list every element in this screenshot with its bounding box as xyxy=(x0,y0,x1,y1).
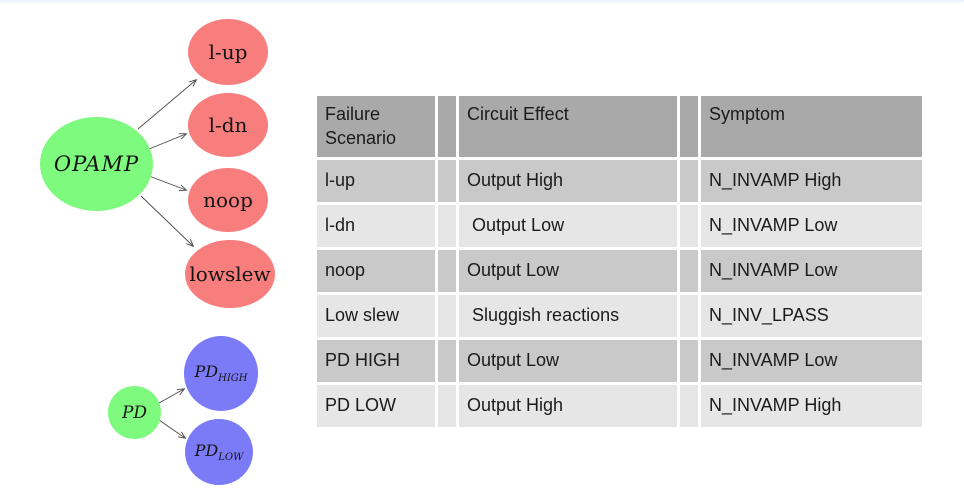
table-row: l-up Output High N_INVAMP High xyxy=(317,159,922,202)
arrow-pd-pdlow xyxy=(158,419,185,438)
cell-effect: Output Low xyxy=(459,204,677,247)
cell-scenario: PD HIGH xyxy=(317,339,435,382)
l-dn-label: l-dn xyxy=(208,113,248,137)
cell-symptom: N_INVAMP Low xyxy=(701,339,922,382)
opamp-label: OPAMP xyxy=(53,152,140,176)
cell-spacer xyxy=(438,294,456,337)
arrow-opamp-noop xyxy=(148,175,186,190)
diagram-node-l-up: l-up xyxy=(188,19,268,85)
cell-symptom: N_INVAMP High xyxy=(701,384,922,427)
cell-symptom: N_INV_LPASS xyxy=(701,294,922,337)
diagram-node-l-dn: l-dn xyxy=(188,93,268,157)
cell-spacer xyxy=(438,204,456,247)
header-spacer-2 xyxy=(680,96,698,157)
diagram-node-opamp: OPAMP xyxy=(40,117,153,211)
cell-scenario: PD LOW xyxy=(317,384,435,427)
cell-symptom: N_INVAMP High xyxy=(701,159,922,202)
cell-scenario: noop xyxy=(317,249,435,292)
cell-effect: Sluggish reactions xyxy=(459,294,677,337)
pd-label: PD xyxy=(121,402,148,423)
table-row: Low slew Sluggish reactions N_INV_LPASS xyxy=(317,294,922,337)
cell-spacer xyxy=(438,159,456,202)
cell-scenario: l-dn xyxy=(317,204,435,247)
cell-spacer xyxy=(680,384,698,427)
diagram-node-lowslew: lowslew xyxy=(185,240,275,308)
table-row: PD LOW Output High N_INVAMP High xyxy=(317,384,922,427)
cell-symptom: N_INVAMP Low xyxy=(701,249,922,292)
cell-scenario: Low slew xyxy=(317,294,435,337)
header-spacer-1 xyxy=(438,96,456,157)
cell-spacer xyxy=(680,159,698,202)
cell-symptom: N_INVAMP Low xyxy=(701,204,922,247)
cell-effect: Output Low xyxy=(459,339,677,382)
table-row: noop Output Low N_INVAMP Low xyxy=(317,249,922,292)
diagram-node-pd: PD xyxy=(108,386,161,439)
header-circuit-effect: Circuit Effect xyxy=(459,96,677,157)
cell-effect: Output Low xyxy=(459,249,677,292)
diagram-node-noop: noop xyxy=(188,168,268,232)
pd-high-label: PDHIGH xyxy=(194,362,248,385)
noop-label: noop xyxy=(203,188,253,212)
cell-scenario: l-up xyxy=(317,159,435,202)
top-divider-line xyxy=(0,0,964,4)
lowslew-label: lowslew xyxy=(189,262,271,286)
cell-spacer xyxy=(438,339,456,382)
cell-spacer xyxy=(680,339,698,382)
table-row: l-dn Output Low N_INVAMP Low xyxy=(317,204,922,247)
cell-effect: Output High xyxy=(459,384,677,427)
cell-spacer xyxy=(680,249,698,292)
cell-spacer xyxy=(438,249,456,292)
cell-effect: Output High xyxy=(459,159,677,202)
header-failure-scenario: Failure Scenario xyxy=(317,96,435,157)
pd-low-label: PDLOW xyxy=(194,440,244,464)
diagram-node-pd-high: PDHIGH xyxy=(184,336,258,411)
diagram-node-pd-low: PDLOW xyxy=(185,419,253,485)
cell-spacer xyxy=(438,384,456,427)
failure-symptom-table: Failure Scenario Circuit Effect Symptom … xyxy=(314,93,925,430)
table-header-row: Failure Scenario Circuit Effect Symptom xyxy=(317,96,922,157)
arrow-opamp-ldn xyxy=(148,134,186,150)
l-up-label: l-up xyxy=(208,40,248,64)
cell-spacer xyxy=(680,204,698,247)
cell-spacer xyxy=(680,294,698,337)
header-symptom: Symptom xyxy=(701,96,922,157)
table-row: PD HIGH Output Low N_INVAMP Low xyxy=(317,339,922,382)
arrow-opamp-lowslew xyxy=(140,195,193,246)
arrow-pd-pdhigh xyxy=(158,389,184,404)
